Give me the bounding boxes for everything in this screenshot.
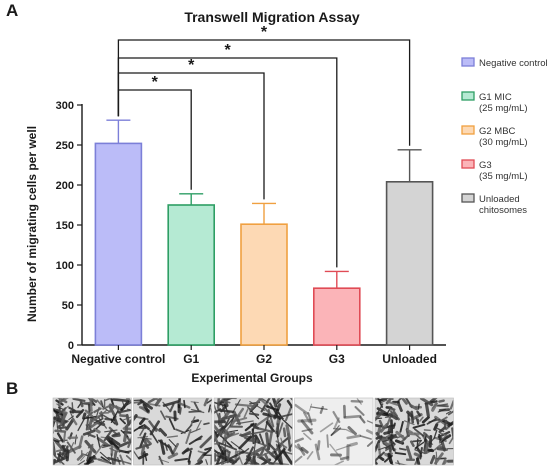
x-tick-label: Unloaded <box>382 352 437 366</box>
significance-star: * <box>152 74 159 91</box>
y-tick-label: 300 <box>56 100 74 112</box>
micrograph <box>294 398 373 465</box>
micrograph-strip <box>52 397 454 466</box>
legend-swatch <box>461 57 475 67</box>
bar <box>94 142 143 346</box>
bar <box>312 287 361 346</box>
x-tick-label: G2 <box>256 352 272 366</box>
legend-swatch <box>461 193 475 203</box>
significance-star: * <box>224 42 231 59</box>
legend-swatch <box>461 125 475 135</box>
x-tick-label: G3 <box>329 352 345 366</box>
micrograph-border <box>374 397 454 466</box>
micrograph <box>133 398 212 465</box>
chart-title: Transwell Migration Assay <box>184 9 360 25</box>
legend-swatch <box>461 91 475 101</box>
bar <box>240 223 288 346</box>
micrograph-border <box>294 397 374 466</box>
legend-entry: G3 (35 mg/mL) <box>479 160 528 182</box>
bar <box>385 181 434 346</box>
legend-entry: Unloaded chitosomes <box>479 194 527 216</box>
legend: Negative control G1 MIC (25 mg/mL) G2 MBC (3… <box>461 57 548 216</box>
micrograph <box>375 398 454 465</box>
bar <box>167 204 215 346</box>
micrograph-border <box>52 397 132 466</box>
legend-entry: G1 MIC (25 mg/mL) <box>479 92 528 114</box>
plot-area: 0 50 100 150 200 250 300 Negative control G1 G2 G3… <box>56 24 446 366</box>
y-tick-label: 0 <box>68 340 74 352</box>
micrograph <box>53 398 132 465</box>
y-tick-label: 150 <box>56 220 74 232</box>
y-tick-label: 100 <box>56 260 74 272</box>
panel-a-label: A <box>6 1 18 20</box>
legend-entry: Negative control <box>479 58 548 69</box>
significance-star: * <box>188 57 195 74</box>
significance-star: * <box>261 24 268 41</box>
x-tick-label: Negative control <box>71 352 165 366</box>
y-tick-label: 200 <box>56 180 74 192</box>
panel-b-label: B <box>6 379 18 398</box>
y-tick-label: 50 <box>62 300 74 312</box>
legend-entry: G2 MBC (30 mg/mL) <box>479 126 528 148</box>
x-axis-title: Experimental Groups <box>191 371 313 385</box>
micrograph-border <box>133 397 213 466</box>
micrograph <box>214 398 293 465</box>
micrograph-border <box>213 397 293 466</box>
x-tick-label: G1 <box>183 352 199 366</box>
y-axis-title: Number of migrating cells per well <box>25 126 39 322</box>
significance-bracket <box>117 39 411 146</box>
y-tick-label: 250 <box>56 140 74 152</box>
legend-swatch <box>461 159 475 169</box>
